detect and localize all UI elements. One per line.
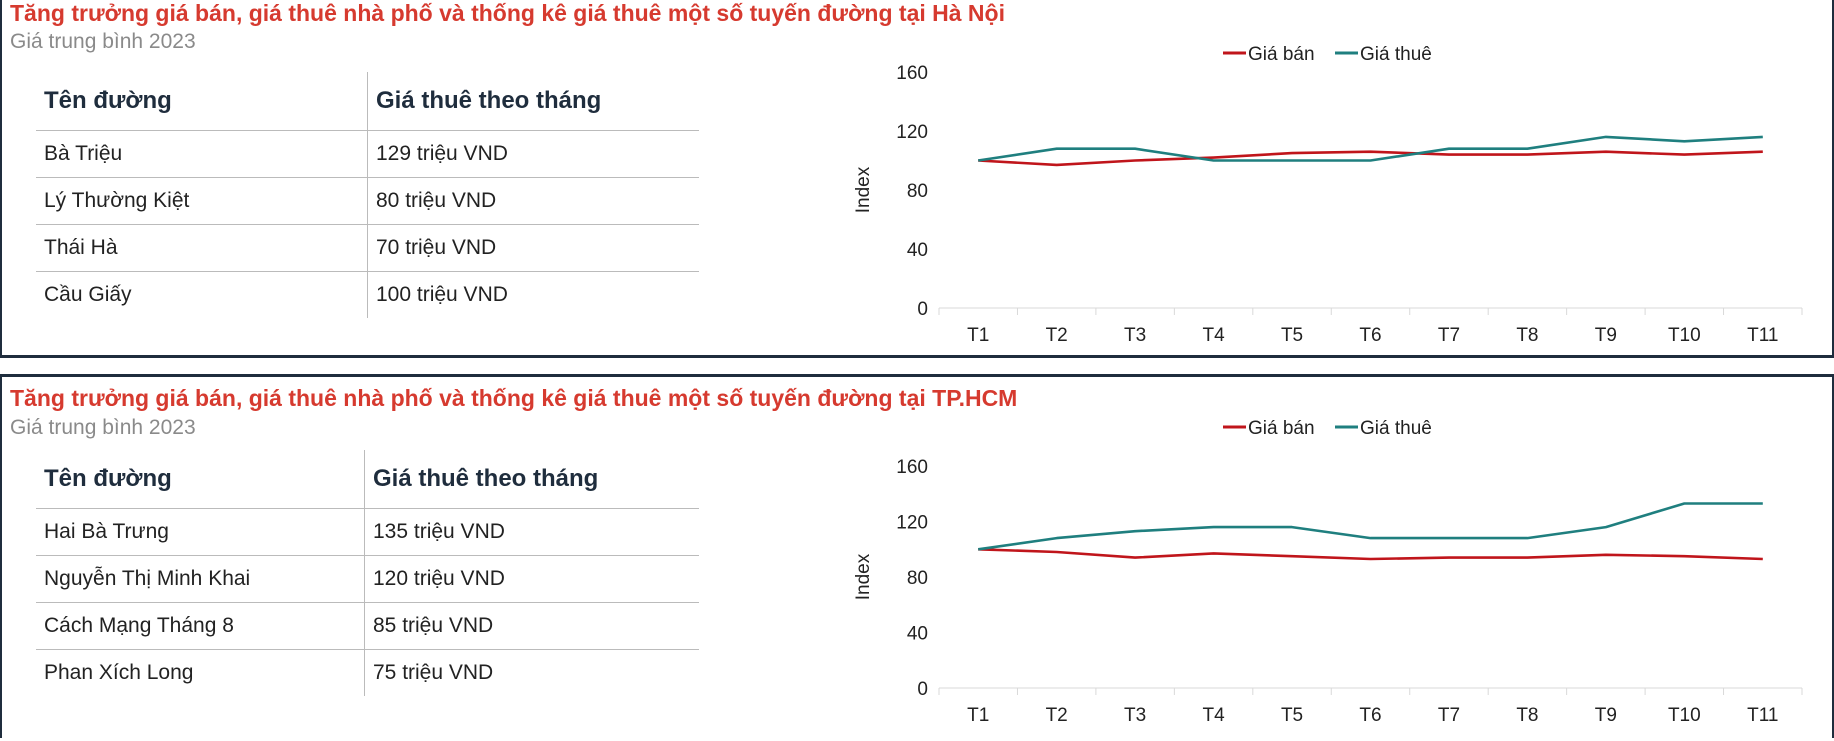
column-header-rent: Giá thuê theo tháng <box>368 72 700 131</box>
table-header-row: Tên đường Giá thuê theo tháng <box>36 72 699 131</box>
street-name: Lý Thường Kiệt <box>36 178 368 225</box>
hcm-index-line-chart: 0 40 80 120 160 T1 T2 T3 T4 T5 T6 T7 T8 T9 T10 T11 Index… <box>842 377 1834 741</box>
monthly-rent: 100 triệu VND <box>368 272 700 319</box>
street-name: Phan Xích Long <box>36 650 365 697</box>
x-tick-label: T11 <box>1747 705 1778 726</box>
y-tick-label: 0 <box>917 299 928 320</box>
street-name: Hai Bà Trưng <box>36 509 365 556</box>
y-tick-label: 40 <box>907 240 928 261</box>
x-tick-label: T8 <box>1516 705 1538 726</box>
x-tick-label: T1 <box>967 705 989 726</box>
x-tick-label: T2 <box>1046 705 1068 726</box>
x-tick-label: T10 <box>1668 325 1701 346</box>
y-tick-label: 120 <box>896 122 928 143</box>
x-tick-label: T3 <box>1124 705 1146 726</box>
x-tick-label: T10 <box>1668 705 1701 726</box>
monthly-rent: 129 triệu VND <box>368 131 700 178</box>
street-name: Thái Hà <box>36 225 368 272</box>
x-tick-label: T9 <box>1595 325 1617 346</box>
monthly-rent: 80 triệu VND <box>368 178 700 225</box>
series-line-gia-ban <box>978 549 1763 559</box>
column-header-street: Tên đường <box>36 72 368 131</box>
legend-label: Giá bán <box>1248 418 1315 439</box>
x-tick-label: T5 <box>1281 325 1303 346</box>
column-header-rent: Giá thuê theo tháng <box>365 450 700 509</box>
legend-label: Giá thuê <box>1360 44 1432 65</box>
y-tick-label: 160 <box>896 63 928 84</box>
x-tick-label: T2 <box>1046 325 1068 346</box>
x-tick-label: T11 <box>1747 325 1778 346</box>
panel-subtitle: Giá trung bình 2023 <box>10 30 196 54</box>
x-tick-label: T1 <box>967 325 989 346</box>
street-rent-table: Tên đường Giá thuê theo tháng Hai Bà Trư… <box>36 450 699 696</box>
y-axis-title: Index <box>853 166 874 213</box>
x-tick-label: T7 <box>1438 325 1460 346</box>
table-header-row: Tên đường Giá thuê theo tháng <box>36 450 699 509</box>
street-name: Cầu Giấy <box>36 272 368 319</box>
street-name: Nguyễn Thị Minh Khai <box>36 556 365 603</box>
y-tick-label: 80 <box>907 568 928 589</box>
hanoi-panel: Tăng trưởng giá bán, giá thuê nhà phố và… <box>0 0 1834 358</box>
y-axis-title: Index <box>853 553 874 600</box>
hanoi-index-line-chart: 0 40 80 120 160 T1 T2 T3 T4 T5 T6 T7 T8 T9 T10 T11 Index… <box>842 0 1834 355</box>
hcm-panel: Tăng trưởng giá bán, giá thuê nhà phố và… <box>0 374 1834 738</box>
y-tick-label: 160 <box>896 457 928 478</box>
x-tick-label: T9 <box>1595 705 1617 726</box>
monthly-rent: 120 triệu VND <box>365 556 700 603</box>
x-tick-label: T4 <box>1202 705 1225 726</box>
x-tick-label: T5 <box>1281 705 1303 726</box>
monthly-rent: 85 triệu VND <box>365 603 700 650</box>
street-name: Bà Triệu <box>36 131 368 178</box>
legend-label: Giá bán <box>1248 44 1315 65</box>
y-tick-label: 40 <box>907 624 928 645</box>
monthly-rent: 135 triệu VND <box>365 509 700 556</box>
monthly-rent: 70 triệu VND <box>368 225 700 272</box>
x-tick-label: T6 <box>1359 325 1381 346</box>
y-tick-label: 0 <box>917 679 928 700</box>
series-line-gia-thue <box>978 504 1763 550</box>
series-line-gia-ban <box>978 152 1763 165</box>
series-line-gia-thue <box>978 137 1763 161</box>
street-name: Cách Mạng Tháng 8 <box>36 603 365 650</box>
x-tick-label: T8 <box>1516 325 1538 346</box>
x-tick-label: T7 <box>1438 705 1460 726</box>
x-tick-label: T3 <box>1124 325 1146 346</box>
x-tick-label: T4 <box>1202 325 1225 346</box>
y-tick-label: 80 <box>907 181 928 202</box>
y-tick-label: 120 <box>896 513 928 534</box>
x-tick-label: T6 <box>1359 705 1381 726</box>
column-header-street: Tên đường <box>36 450 365 509</box>
legend-label: Giá thuê <box>1360 418 1432 439</box>
monthly-rent: 75 triệu VND <box>365 650 700 697</box>
panel-subtitle: Giá trung bình 2023 <box>10 416 196 440</box>
